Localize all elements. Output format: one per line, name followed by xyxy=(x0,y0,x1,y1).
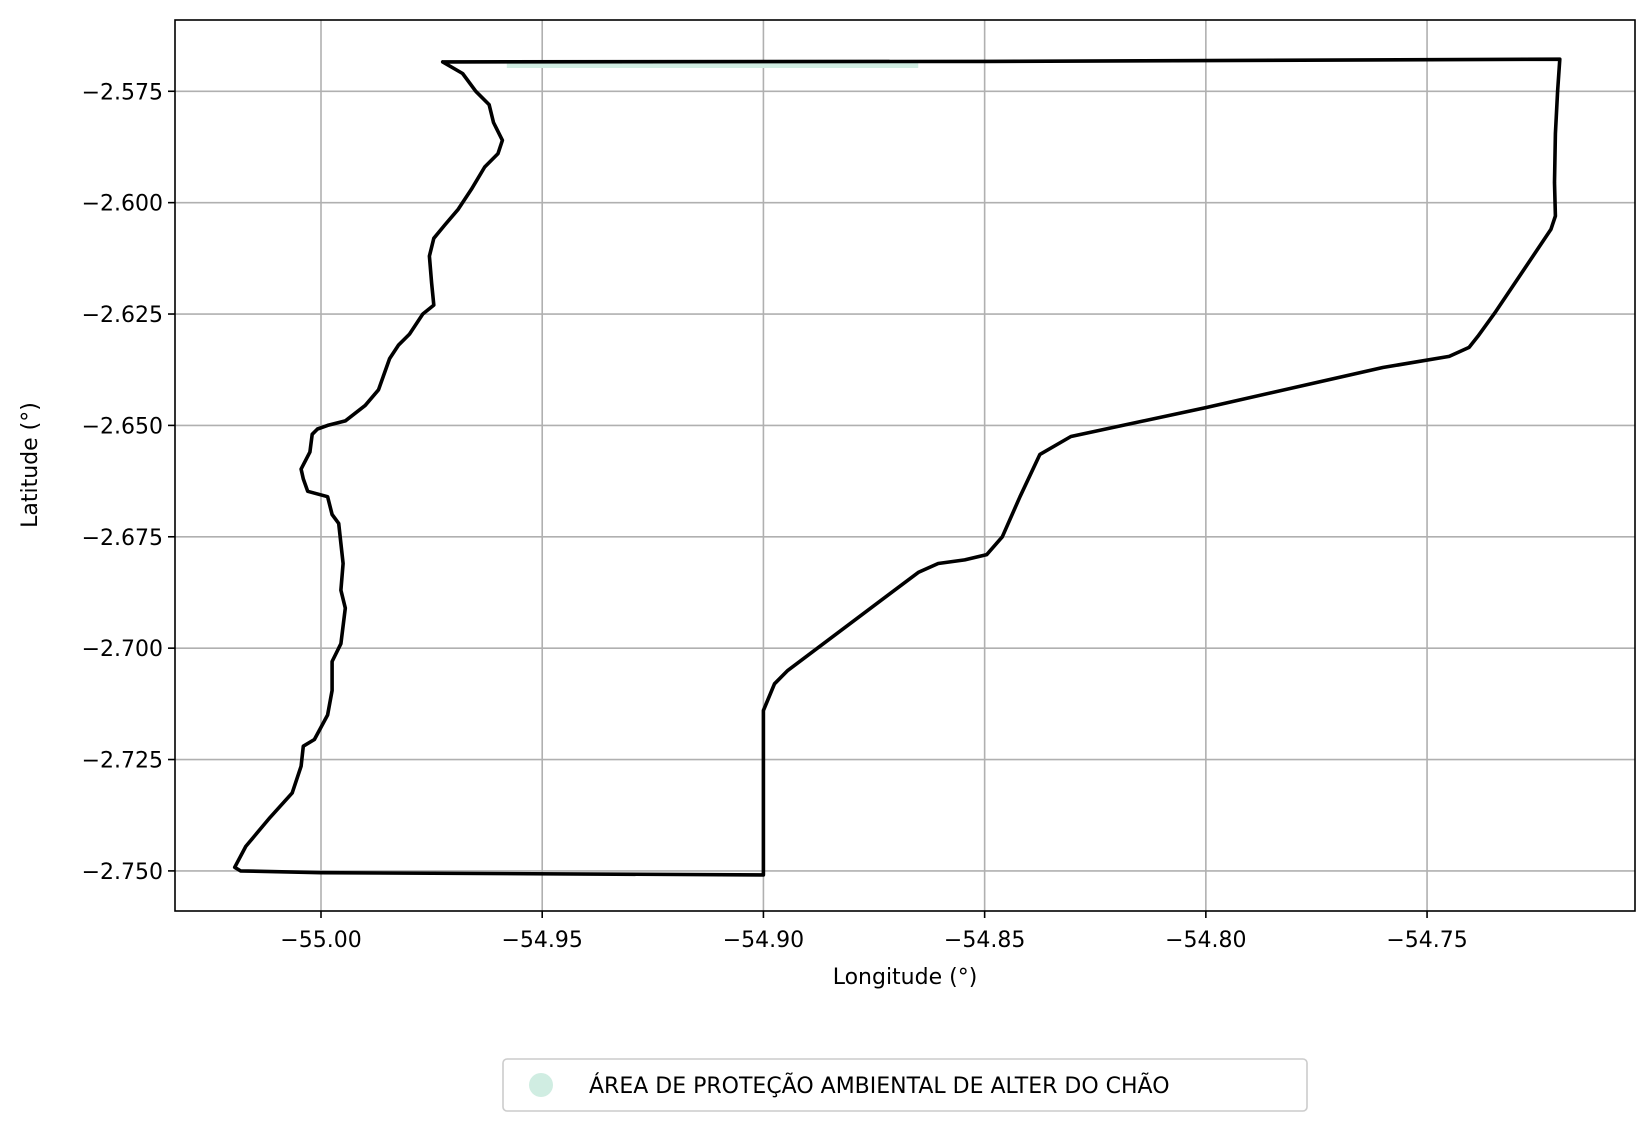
y-tick-label: −2.725 xyxy=(82,749,163,774)
x-tick-label: −54.80 xyxy=(1165,928,1246,953)
grid-lines xyxy=(175,20,1635,911)
legend-label: ÁREA DE PROTEÇÃO AMBIENTAL DE ALTER DO C… xyxy=(589,1072,1170,1099)
plot-frame xyxy=(174,19,1636,912)
y-tick-label: −2.750 xyxy=(82,860,163,885)
y-tick-label: −2.625 xyxy=(82,303,163,328)
legend-marker xyxy=(529,1073,553,1097)
x-tick-label: −54.75 xyxy=(1386,928,1467,953)
x-tick-label: −54.95 xyxy=(502,928,583,953)
y-axis-title: Latitude (°) xyxy=(18,402,43,528)
map-data xyxy=(232,57,1562,877)
x-axis-title: Longitude (°) xyxy=(833,965,978,990)
legend: ÁREA DE PROTEÇÃO AMBIENTAL DE ALTER DO C… xyxy=(502,1058,1308,1112)
y-tick-label: −2.575 xyxy=(82,80,163,105)
x-tick-label: −54.90 xyxy=(723,928,804,953)
legend-frame xyxy=(502,1058,1308,1112)
protected-area-boundary xyxy=(232,57,1562,877)
axis-ticks: −55.00 −54.95 −54.90 −54.85 −54.80 −54.75 −2.5… xyxy=(82,80,1468,953)
y-tick-label: −2.600 xyxy=(82,192,163,217)
y-tick-label: −2.675 xyxy=(82,526,163,551)
x-tick-label: −54.85 xyxy=(944,928,1025,953)
y-tick-label: −2.650 xyxy=(82,414,163,439)
x-tick-label: −55.00 xyxy=(280,928,361,953)
y-tick-label: −2.700 xyxy=(82,637,163,662)
